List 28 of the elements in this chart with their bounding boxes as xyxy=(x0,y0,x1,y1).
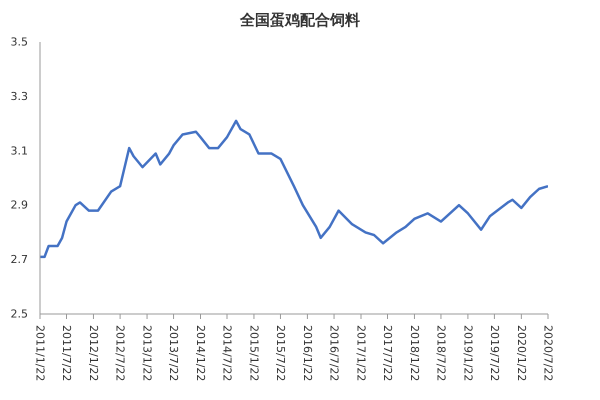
x-tick-label: 2019/1/22 xyxy=(461,325,474,382)
x-tick-label: 2013/1/22 xyxy=(140,325,154,382)
y-tick-label: 3.1 xyxy=(10,144,28,158)
y-tick-label: 3.5 xyxy=(10,36,28,48)
x-tick-label: 2016/1/22 xyxy=(300,325,314,382)
y-tick-label: 2.7 xyxy=(10,253,28,266)
x-tick-label: 2018/1/22 xyxy=(408,325,421,382)
x-tick-label: 2011/1/22 xyxy=(34,325,46,382)
chart-title: 全国蛋鸡配合饲料 xyxy=(238,10,361,31)
x-tick-label: 2014/1/22 xyxy=(194,325,207,382)
y-tick-label: 2.5 xyxy=(10,308,28,320)
y-tick-label: 2.9 xyxy=(10,198,28,212)
x-tick-label: 2015/1/22 xyxy=(247,325,260,382)
x-tick-label: 2013/7/22 xyxy=(167,325,180,382)
y-tick-label: 3.3 xyxy=(10,90,28,103)
x-tick-label: 2018/7/22 xyxy=(434,325,448,382)
x-tick-label: 2020/7/22 xyxy=(542,325,554,382)
x-tick-label: 2011/7/22 xyxy=(60,325,74,382)
x-tick-label: 2014/7/22 xyxy=(220,325,234,382)
x-tick-label: 2016/7/22 xyxy=(328,325,341,382)
x-tick-label: 2015/7/22 xyxy=(274,325,287,382)
x-tick-label: 2017/7/22 xyxy=(381,325,394,382)
x-tick-label: 2012/7/22 xyxy=(114,325,127,382)
x-tick-label: 2012/1/22 xyxy=(86,325,100,382)
x-tick-label: 2020/1/22 xyxy=(514,325,528,382)
x-tick-label: 2017/1/22 xyxy=(354,325,368,382)
x-tick-label: 2019/7/22 xyxy=(488,325,501,382)
line-series xyxy=(40,120,548,258)
